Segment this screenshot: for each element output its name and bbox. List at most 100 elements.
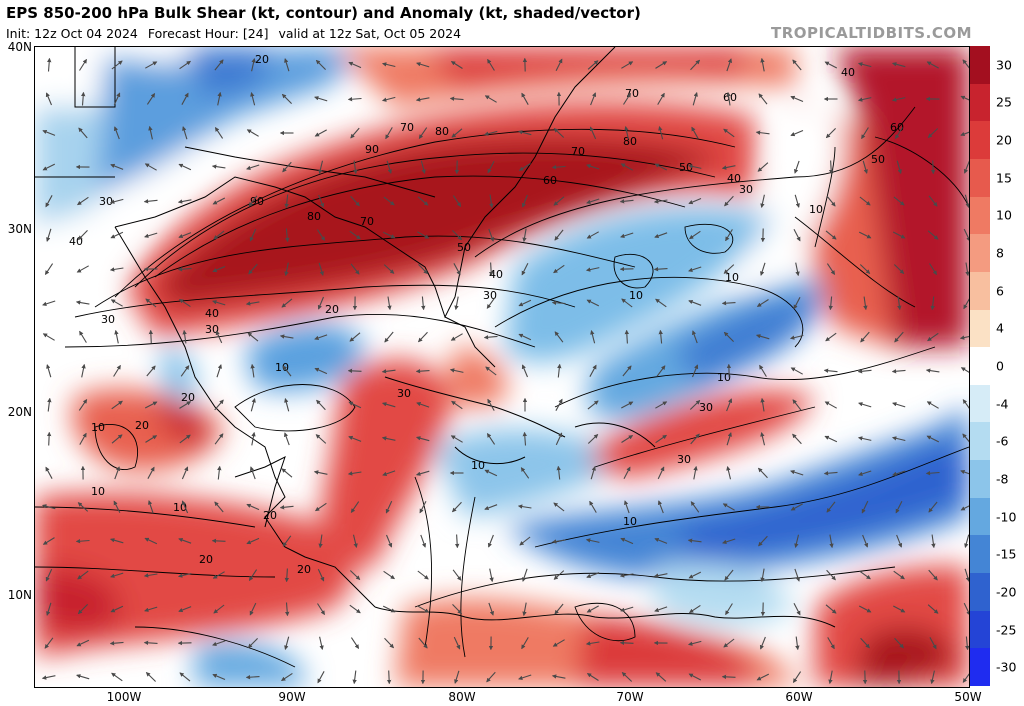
wind-vector (78, 398, 88, 411)
wind-vector (517, 130, 532, 136)
wind-vector (859, 196, 871, 206)
wind-vector (488, 602, 494, 616)
wind-vector (693, 465, 698, 480)
wind-vector (553, 570, 565, 580)
wind-vector (929, 263, 937, 276)
wind-vector (759, 636, 766, 650)
anomaly-shading (35, 47, 969, 687)
wind-vector (484, 504, 498, 511)
wind-vector (928, 501, 938, 513)
wind-vector (963, 602, 969, 616)
wind-vector (690, 59, 701, 71)
wind-vector (77, 570, 89, 580)
wind-vector (962, 59, 969, 69)
wind-vector (858, 402, 872, 408)
colorbar-segment (970, 309, 990, 348)
wind-vector (590, 329, 596, 344)
wind-vector (486, 432, 496, 445)
wind-vector (489, 568, 494, 583)
wind-vector (826, 569, 836, 581)
wind-vector (620, 163, 633, 171)
colorbar-label: 0 (996, 358, 1004, 374)
wind-vector (251, 431, 256, 446)
wind-vector (387, 296, 392, 311)
wind-vector (553, 127, 565, 138)
wind-vector (857, 369, 872, 374)
wind-vector (861, 127, 869, 140)
wind-vector (46, 228, 52, 242)
wind-vector (795, 636, 800, 651)
wind-vector (489, 194, 494, 209)
wind-vector (620, 537, 634, 545)
wind-vector (723, 128, 735, 138)
valid-time: valid at 12z Sat, Oct 05 2024 (278, 26, 462, 41)
wind-vector (214, 126, 224, 139)
colorbar-segment (970, 648, 990, 687)
wind-vector (247, 638, 258, 649)
wind-vector (350, 263, 360, 275)
init-time: Init: 12z Oct 04 2024 (6, 26, 138, 41)
wind-vector (726, 465, 732, 480)
wind-vector (828, 160, 834, 175)
wind-vector (757, 162, 769, 172)
wind-vector (960, 505, 969, 511)
lon-label-70w: 70W (616, 690, 644, 704)
contour-label: 30 (483, 289, 497, 302)
contour-label: 30 (699, 401, 713, 414)
wind-vector (145, 671, 156, 682)
wind-vector (114, 329, 119, 344)
wind-vector (518, 674, 532, 680)
wind-vector (658, 329, 663, 344)
colorbar-segment (970, 271, 990, 311)
wind-vector (381, 369, 396, 374)
wind-vector (315, 59, 326, 70)
wind-vector (520, 467, 530, 479)
wind-vector (926, 61, 939, 69)
colorbar-label: -25 (996, 622, 1017, 638)
wind-vector (248, 195, 258, 207)
wind-vector (554, 229, 564, 241)
colorbar-segment (970, 196, 990, 235)
wind-vector (893, 570, 905, 580)
wind-vector (144, 401, 158, 409)
wind-vector (860, 637, 870, 649)
wind-vector (114, 466, 121, 480)
wind-vector (553, 196, 565, 206)
wind-vector (449, 96, 464, 101)
wind-vector (110, 299, 123, 307)
wind-vector (655, 61, 668, 69)
wind-vector (723, 638, 735, 648)
wind-vector (758, 93, 768, 105)
wind-vector (793, 602, 801, 616)
wind-vector (352, 670, 357, 685)
wind-vector (795, 262, 800, 277)
wind-vector (418, 264, 429, 275)
wind-vector (623, 92, 631, 105)
wind-vector (960, 131, 969, 137)
wind-vector (760, 194, 765, 209)
wind-vector (452, 230, 463, 241)
map-canvas: 90 90 80 80 80 70 70 70 70 60 60 60 50 5… (35, 47, 969, 687)
contour-label: 10 (717, 371, 731, 384)
wind-vector (521, 194, 528, 208)
contour-label: 20 (255, 53, 269, 66)
wind-vector (721, 674, 736, 680)
lon-label-60w: 60W (785, 690, 813, 704)
wind-vector (896, 534, 903, 548)
wind-vector (318, 262, 324, 276)
wind-vector (211, 164, 226, 169)
wind-vector (177, 267, 192, 272)
wind-vector (928, 569, 938, 581)
wind-vector (585, 267, 600, 272)
wind-vector (282, 535, 292, 547)
colorbar-label: -4 (996, 396, 1009, 412)
wind-vector (212, 265, 226, 273)
wind-vector (790, 129, 804, 137)
contour-label: 30 (677, 453, 691, 466)
wind-vector (44, 637, 54, 649)
wind-vector (721, 165, 736, 170)
wind-vector (586, 673, 599, 681)
contour-label: 20 (181, 391, 195, 404)
wind-vector (893, 196, 905, 206)
wind-vector (350, 637, 360, 650)
